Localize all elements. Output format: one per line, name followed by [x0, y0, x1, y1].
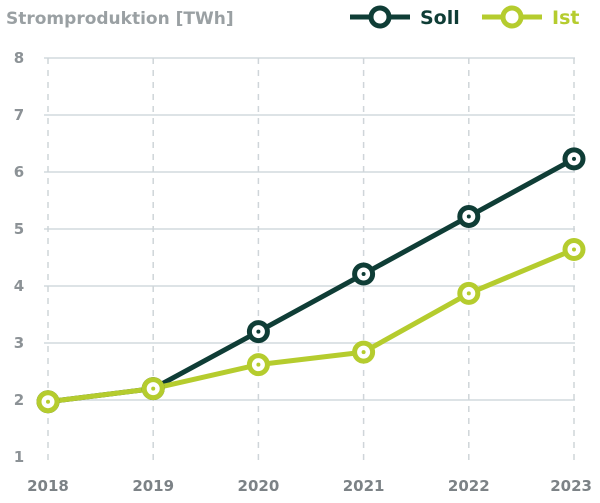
- y-tick-label: 3: [14, 334, 24, 352]
- x-tick-label: 2021: [343, 477, 385, 495]
- series-lines: [45, 156, 577, 405]
- data-point-ist-2018[interactable]: [36, 390, 60, 414]
- x-tick-label: 2019: [132, 477, 174, 495]
- x-tick-label: 2023: [550, 477, 592, 495]
- x-tick-label: 2022: [448, 477, 490, 495]
- chart-title: Stromproduktion [TWh]: [6, 9, 234, 29]
- legend-ist-marker: [500, 5, 524, 29]
- series-line-ist: [45, 247, 577, 405]
- legend-item-ist[interactable]: Ist: [482, 5, 579, 29]
- vertical-gridlines: [47, 58, 575, 462]
- data-point-ist-2021[interactable]: [352, 340, 376, 364]
- data-point-ist-2020[interactable]: [246, 353, 270, 377]
- x-tick-label: 2018: [27, 477, 69, 495]
- legend: Soll Ist: [350, 5, 579, 29]
- y-tick-label: 6: [14, 163, 24, 181]
- y-tick-label: 5: [14, 220, 24, 238]
- legend-soll-marker: [368, 5, 392, 29]
- data-point-soll-2020[interactable]: [246, 320, 270, 344]
- data-point-soll-2021[interactable]: [352, 262, 376, 286]
- data-points: [36, 147, 586, 414]
- y-tick-label: 4: [14, 277, 24, 295]
- data-point-ist-2022[interactable]: [457, 281, 481, 305]
- x-tick-label: 2020: [238, 477, 280, 495]
- legend-item-soll[interactable]: Soll: [350, 5, 460, 29]
- data-point-ist-2019[interactable]: [141, 377, 165, 401]
- data-point-ist-2023[interactable]: [562, 238, 586, 262]
- y-tick-label: 8: [14, 49, 24, 67]
- legend-soll-label: Soll: [420, 7, 460, 29]
- data-point-soll-2023[interactable]: [562, 147, 586, 171]
- y-tick-label: 7: [14, 106, 24, 124]
- y-tick-label: 2: [14, 391, 24, 409]
- horizontal-gridlines: [44, 57, 575, 401]
- y-tick-label: 1: [14, 448, 24, 466]
- data-point-soll-2022[interactable]: [457, 204, 481, 228]
- y-axis-ticks: 1 2 3 4 5 6 7 8: [14, 49, 24, 466]
- x-axis-ticks: 2018 2019 2020 2021 2022 2023: [27, 477, 592, 495]
- legend-ist-label: Ist: [552, 7, 579, 29]
